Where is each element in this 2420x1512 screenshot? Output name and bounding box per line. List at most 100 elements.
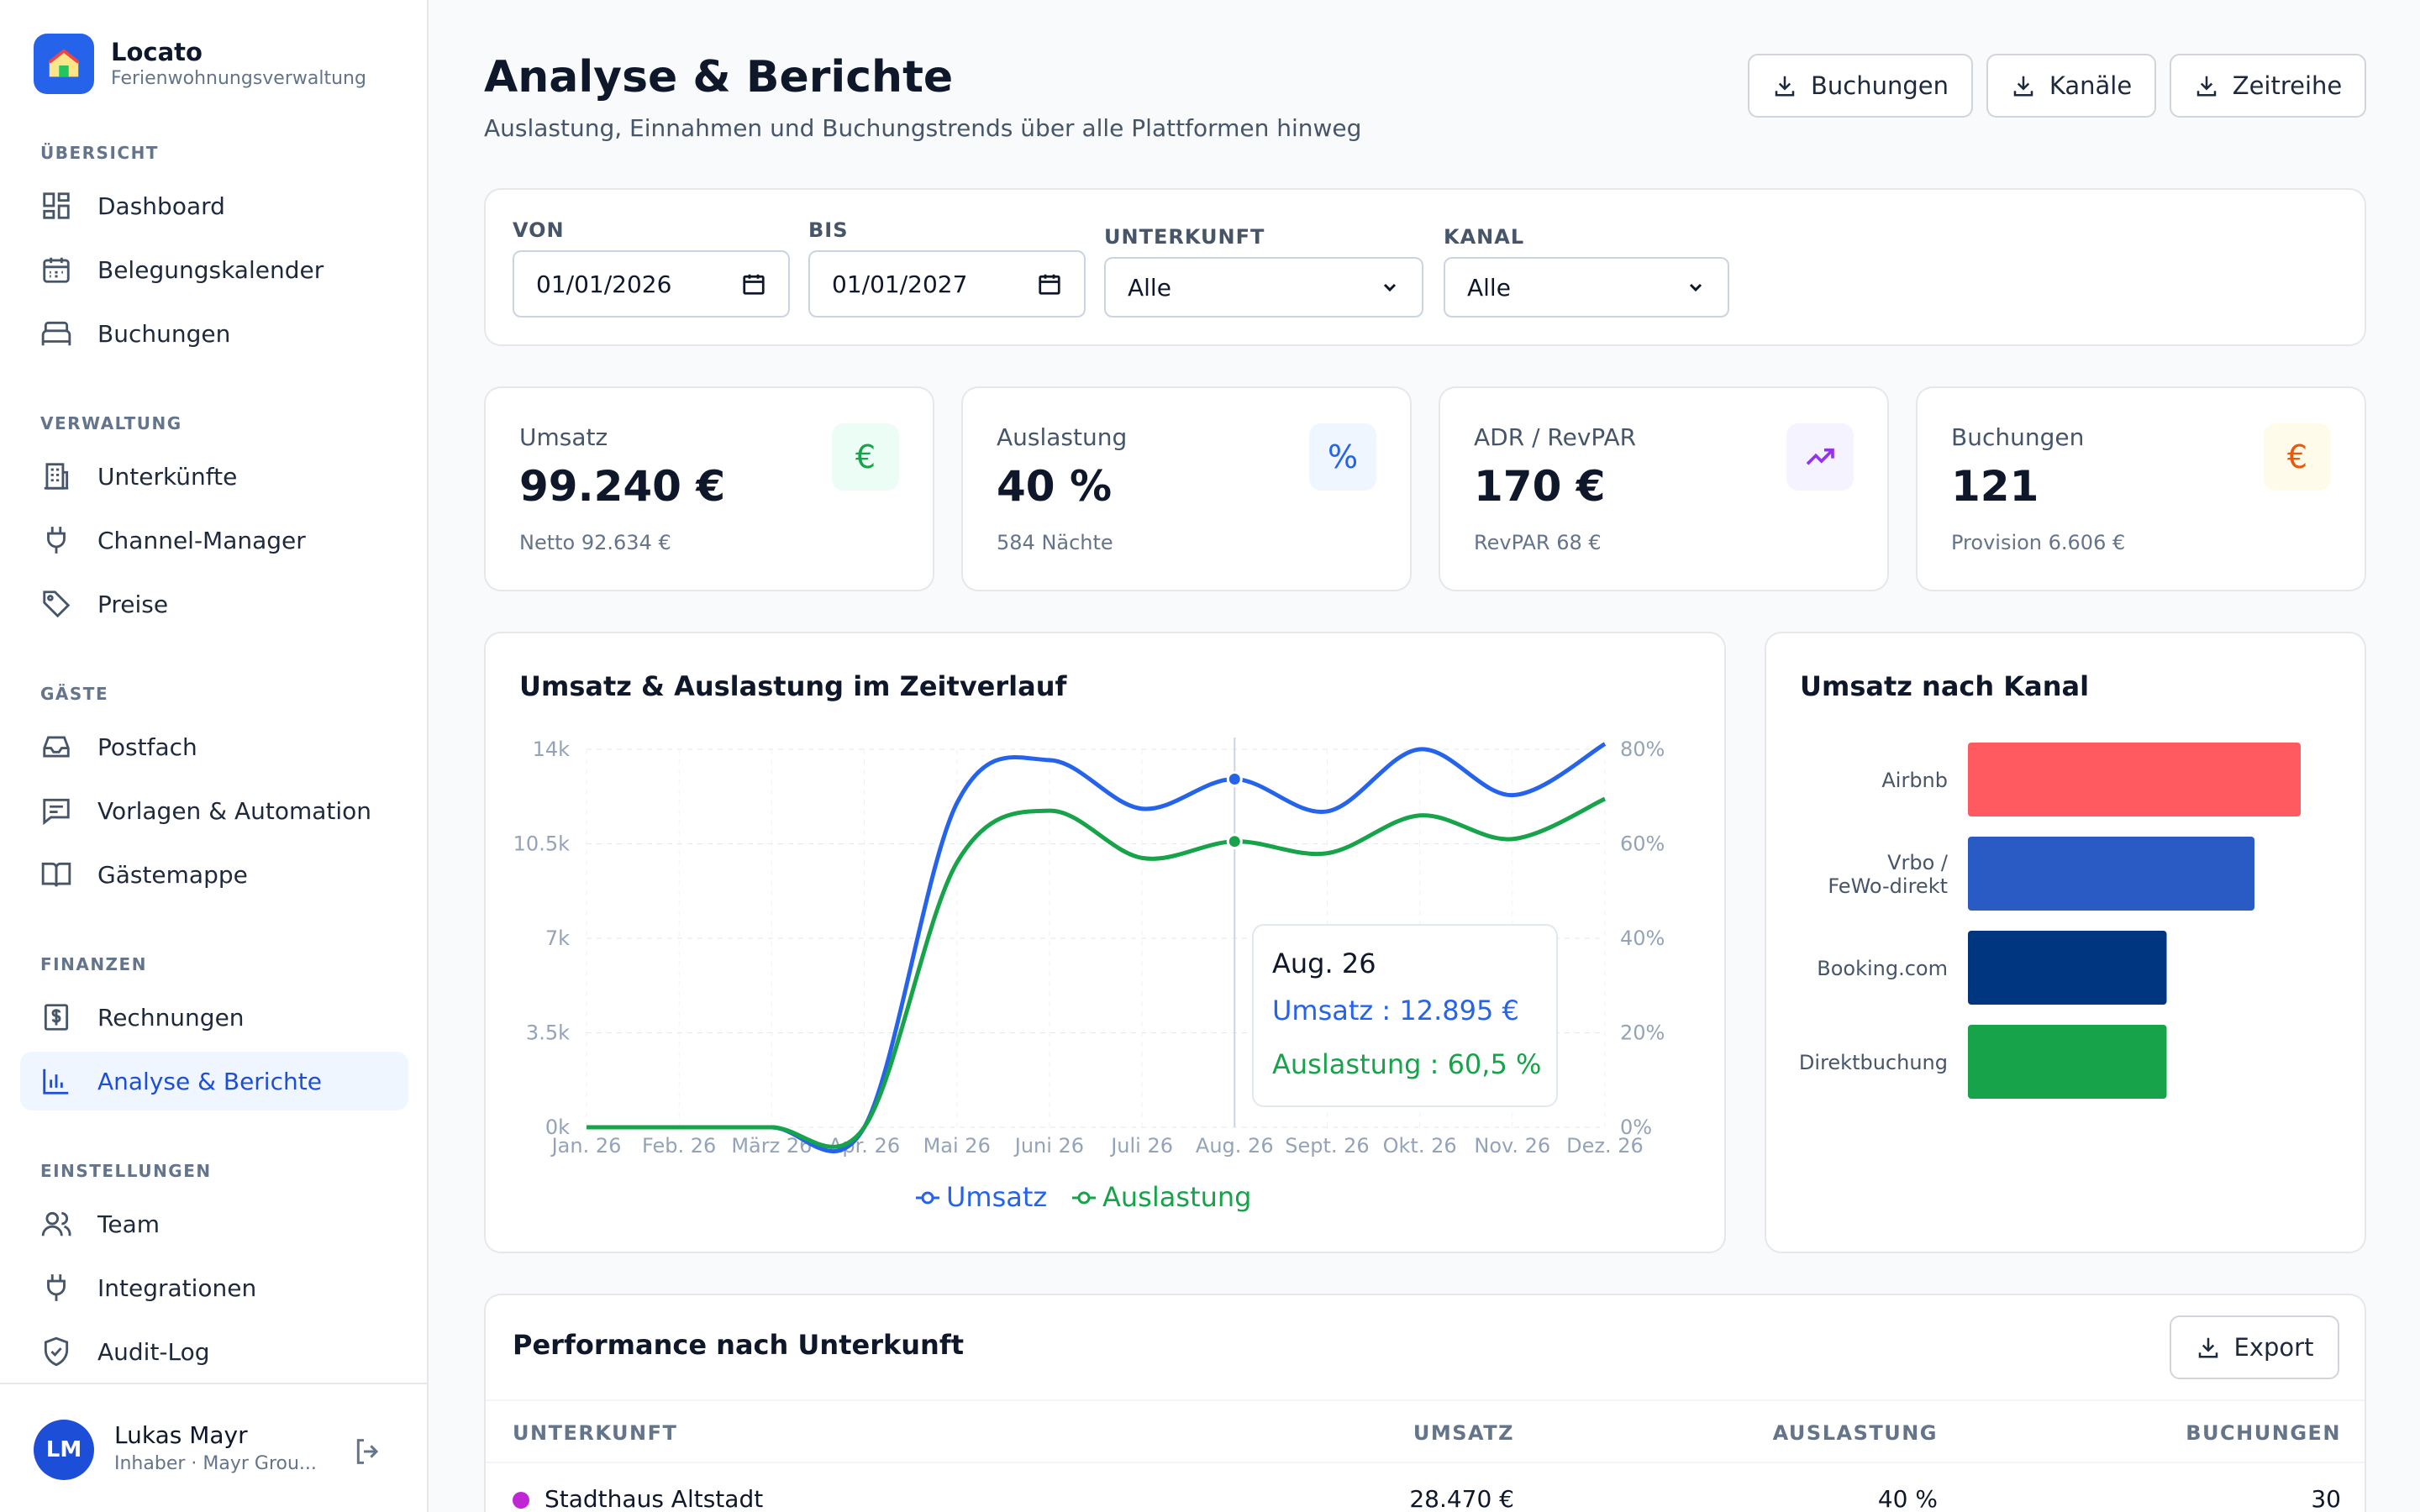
column-header-unterkunft[interactable]: UNTERKUNFT (513, 1421, 678, 1445)
x-tick-label: Dez. 26 (1566, 1134, 1644, 1158)
y-right-tick-label: 60% (1620, 832, 1665, 856)
download-buchungen-button[interactable]: Buchungen (1748, 54, 1973, 118)
nav-section-gaeste: GÄSTE (40, 684, 109, 704)
sidebar-item-label: Belegungskalender (97, 255, 324, 284)
x-tick-label: Aug. 26 (1196, 1134, 1274, 1158)
channel-select-value: Alle (1467, 273, 1511, 302)
to-date-input[interactable]: 01/01/2027 (808, 250, 1086, 318)
chart-tooltip: Aug. 26 Umsatz : 12.895 € Auslastung : 6… (1252, 924, 1558, 1107)
chart-icon (43, 1068, 69, 1095)
performance-table-card: Performance nach Unterkunft Export UNTER… (484, 1294, 2366, 1512)
y-left-tick-label: 10.5k (513, 832, 570, 856)
channel-select[interactable]: Alle (1444, 257, 1729, 318)
from-date-value: 01/01/2026 (536, 270, 672, 298)
column-header-buchungen[interactable]: BUCHUNGEN (2186, 1421, 2341, 1445)
series-line-auslastung (587, 796, 1607, 1149)
property-color-dot (513, 1492, 529, 1509)
kpi-label: Auslastung (997, 423, 1128, 451)
filter-card: VON 01/01/2026 BIS 01/01/2027 UNTERKUNFT… (484, 188, 2366, 346)
sidebar-item-label: Unterkünfte (97, 462, 238, 491)
sidebar-item-postfach[interactable]: Postfach (20, 717, 408, 776)
inbox-icon (43, 736, 70, 758)
bed-icon (41, 321, 71, 346)
column-header-umsatz[interactable]: UMSATZ (1413, 1421, 1514, 1445)
to-label: BIS (808, 218, 849, 242)
sidebar-item-label: Integrationen (97, 1273, 257, 1302)
kpi-sub: 584 Nächte (997, 531, 1113, 554)
sidebar-item-audit-log[interactable]: Audit-Log (20, 1322, 408, 1381)
kpi-value: 121 (1951, 462, 2039, 511)
sidebar-item-channel-manager[interactable]: Channel-Manager (20, 511, 408, 570)
invoice-icon (44, 1004, 69, 1031)
download-kanaele-button[interactable]: Kanäle (1986, 54, 2156, 118)
tooltip-title: Aug. 26 (1272, 948, 1376, 979)
download-icon (1775, 76, 1795, 97)
calendar-icon[interactable] (741, 271, 766, 297)
user-profile: LM Lukas Mayr Inhaber · Mayr Grou... (0, 1383, 427, 1512)
table-title: Performance nach Unterkunft (513, 1329, 965, 1361)
message-icon (43, 798, 70, 826)
sidebar-item-label: Team (97, 1210, 160, 1238)
tag-icon (43, 591, 71, 618)
sidebar-item-analyse[interactable]: Analyse & Berichte (20, 1052, 408, 1110)
brand-name: Locato (111, 38, 203, 66)
download-zeitreihe-button[interactable]: Zeitreihe (2170, 54, 2366, 118)
column-header-auslastung[interactable]: AUSLASTUNG (1772, 1421, 1938, 1445)
from-date-input[interactable]: 01/01/2026 (513, 250, 790, 318)
sidebar-item-preise[interactable]: Preise (20, 575, 408, 633)
button-label: Zeitreihe (2232, 71, 2343, 100)
euro-icon: € (2264, 423, 2331, 491)
bar-category-label: Direktbuchung (1799, 1051, 1948, 1074)
euro-icon: € (832, 423, 899, 491)
active-point-auslastung (1226, 833, 1243, 850)
calendar-icon[interactable] (1037, 271, 1062, 297)
sidebar-item-label: Audit-Log (97, 1337, 210, 1366)
kpi-sub: Netto 92.634 € (519, 531, 671, 554)
y-right-tick-label: 80% (1620, 738, 1665, 761)
line-chart-title: Umsatz & Auslastung im Zeitverlauf (519, 670, 1067, 702)
property-select[interactable]: Alle (1104, 257, 1423, 318)
nav-section-einstellungen: EINSTELLUNGEN (40, 1161, 212, 1181)
sidebar-item-belegungskalender[interactable]: Belegungskalender (20, 240, 408, 299)
sidebar-item-vorlagen[interactable]: Vorlagen & Automation (20, 781, 408, 840)
y-right-tick-label: 20% (1620, 1021, 1665, 1045)
avatar[interactable]: LM (34, 1420, 94, 1480)
logout-icon[interactable] (351, 1435, 385, 1468)
x-tick-label: Juli 26 (1109, 1134, 1173, 1158)
y-right-tick-label: 40% (1620, 927, 1665, 950)
sidebar-item-label: Preise (97, 590, 169, 618)
sidebar-item-integrationen[interactable]: Integrationen (20, 1258, 408, 1317)
sidebar-item-label: Buchungen (97, 319, 231, 348)
sidebar-item-team[interactable]: Team (20, 1194, 408, 1253)
legend-label: Auslastung (1102, 1181, 1251, 1213)
export-button[interactable]: Export (2170, 1315, 2339, 1379)
line-chart[interactable]: 0k 3.5k 7k 10.5k 14k 0% 20% 40% 60% 80% Jan. 26 Feb… (484, 632, 1726, 1253)
sidebar-item-label: Gästemappe (97, 860, 248, 889)
sidebar: Locato Ferienwohnungsverwaltung ÜBERSICH… (0, 0, 429, 1512)
x-tick-label: Juni 26 (1013, 1134, 1084, 1158)
bar-category-label: Airbnb (1881, 769, 1948, 792)
channel-label: KANAL (1444, 225, 1525, 249)
sidebar-item-rechnungen[interactable]: Rechnungen (20, 988, 408, 1047)
bar-category-label: Vrbo / (1887, 851, 1949, 874)
from-label: VON (513, 218, 565, 242)
sidebar-item-unterkuenfte[interactable]: Unterkünfte (20, 447, 408, 506)
percent-icon: % (1309, 423, 1376, 491)
sidebar-item-dashboard[interactable]: Dashboard (20, 176, 408, 235)
page-title: Analyse & Berichte (484, 52, 954, 102)
bar-chart[interactable]: Airbnb Vrbo /FeWo-direkt Booking.com Direkt… (1765, 632, 2366, 1253)
sidebar-item-gaestemappe[interactable]: Gästemappe (20, 845, 408, 904)
bar-3 (1968, 1025, 2167, 1099)
sidebar-item-label: Channel-Manager (97, 526, 306, 554)
table-row[interactable]: Stadthaus Altstadt 28.470 € 40 % 30 (486, 1463, 2365, 1512)
y-right-tick-label: 0% (1620, 1116, 1652, 1139)
sidebar-item-buchungen[interactable]: Buchungen (20, 304, 408, 363)
building-icon (44, 463, 69, 490)
tooltip-auslastung: Auslastung : 60,5 % (1272, 1048, 1542, 1080)
download-icon (2198, 1337, 2217, 1358)
trend-up-icon (1786, 423, 1854, 491)
plug-icon (47, 527, 66, 554)
cell-property-name: Stadthaus Altstadt (544, 1485, 764, 1512)
y-left-tick-label: 3.5k (526, 1021, 570, 1045)
brand[interactable]: Locato Ferienwohnungsverwaltung (34, 34, 366, 94)
